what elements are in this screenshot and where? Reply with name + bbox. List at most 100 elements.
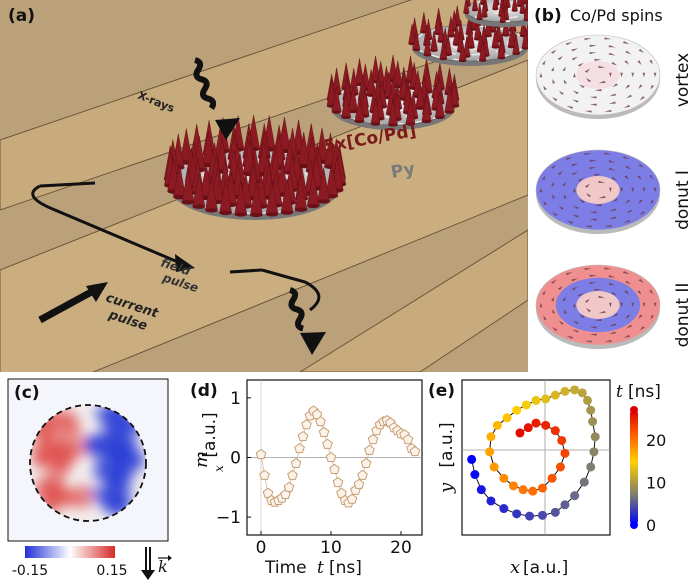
x-axis-var: x xyxy=(510,557,520,578)
y-tick-label: 0 xyxy=(230,449,241,469)
mx-data-point xyxy=(347,494,357,503)
trajectory-point xyxy=(499,504,508,513)
trajectory-point xyxy=(541,394,550,403)
mx-data-point xyxy=(284,482,294,491)
trajectory-point xyxy=(490,462,499,471)
donut-1-state xyxy=(536,150,660,234)
mx-data-point xyxy=(326,453,336,462)
cbar-unit: [ns] xyxy=(628,382,661,402)
trajectory-point xyxy=(538,484,547,493)
trajectory-point xyxy=(486,496,495,505)
trajectory-point xyxy=(556,462,565,471)
trajectory-point xyxy=(538,511,547,520)
mx-data-point xyxy=(295,444,305,453)
trajectory-point xyxy=(528,487,537,496)
trajectory-point xyxy=(470,470,479,479)
mx-data-point xyxy=(323,439,333,448)
trajectory-point xyxy=(583,396,592,405)
trajectory-point xyxy=(551,391,560,400)
cbar-var: t xyxy=(616,382,623,402)
spin-state-figures: vortex donut I donut II xyxy=(528,0,700,372)
vortex-state xyxy=(536,35,660,119)
x-axis-unit: [a.u.] xyxy=(523,558,568,578)
xmcd-image: -0.15 0.15 k xyxy=(0,375,185,582)
panel-c-xmcd-image: -0.15 0.15 k (c) xyxy=(0,375,185,582)
trajectory-point xyxy=(512,406,521,415)
mx-data-point xyxy=(368,435,378,444)
colorbar-max: 0.15 xyxy=(96,563,127,579)
trajectory-point xyxy=(503,413,512,422)
x-tick-label: 20 xyxy=(390,538,412,558)
mx-data-point xyxy=(288,470,298,479)
k-vector-label: k xyxy=(158,557,168,576)
y-tick-label: −1 xyxy=(216,508,241,528)
trajectory-point xyxy=(486,432,495,441)
trajectory-point xyxy=(586,462,595,471)
mx-data-point xyxy=(358,470,368,479)
y-axis-unit: [a.u.] xyxy=(437,422,457,467)
x-tick-label: 10 xyxy=(320,538,342,558)
trajectory-point xyxy=(557,436,566,445)
trajectory-point xyxy=(591,432,600,441)
panel-a-setup-illustration: X-rays 5x[Co/Pd] Py field pulse current … xyxy=(0,0,528,372)
donut-2-state xyxy=(536,265,660,349)
panel-e-trajectory-chart: 0 10 20 t [ns] x [a.u.] y [a.u.] (e) xyxy=(430,375,700,582)
trajectory-point xyxy=(541,421,550,430)
mx-data-point xyxy=(256,450,266,459)
mx-data-point xyxy=(319,427,329,436)
xray-beam-out xyxy=(281,289,312,330)
trajectory-point xyxy=(532,396,541,405)
trajectory-point xyxy=(525,512,534,521)
cbar-tick-label: 0 xyxy=(646,516,656,535)
trajectory-point xyxy=(532,419,541,428)
trajectory-chart: 0 10 20 t [ns] x [a.u.] y [a.u.] xyxy=(430,375,700,582)
x-axis-unit: [ns] xyxy=(329,558,362,578)
trajectory-point xyxy=(519,485,528,494)
y-axis-sub: x xyxy=(212,465,226,472)
cbar-tick-label: 10 xyxy=(646,473,666,492)
panel-c-label: (c) xyxy=(14,383,40,403)
material-label-py: Py xyxy=(389,159,416,183)
trajectory-point xyxy=(580,478,589,487)
middle-disk xyxy=(327,55,459,130)
trajectory-point xyxy=(467,455,476,464)
mx-data-point xyxy=(298,432,308,441)
trajectory-point xyxy=(477,485,486,494)
trajectory-point xyxy=(485,447,494,456)
trajectory-point xyxy=(560,449,569,458)
y-axis-var: y xyxy=(436,482,457,494)
state-label-donut-1: donut I xyxy=(673,170,693,230)
setup-illustration: X-rays 5x[Co/Pd] Py field pulse current … xyxy=(0,0,528,372)
y-axis-unit: [a.u.] xyxy=(200,412,220,457)
trajectory-point xyxy=(499,474,508,483)
mx-data-point xyxy=(354,479,364,488)
mx-data-point xyxy=(302,420,312,429)
trajectory-point xyxy=(570,385,579,394)
trajectory-point xyxy=(589,447,598,456)
panel-e-label: (e) xyxy=(428,381,455,401)
mx-data-point xyxy=(291,458,301,467)
trajectory-point xyxy=(524,423,533,432)
trajectory-point xyxy=(522,400,531,409)
trajectory-point xyxy=(509,481,518,490)
cbar-tick-label: 20 xyxy=(646,431,666,450)
x-tick-label: 0 xyxy=(256,538,267,558)
x-axis-label: Time xyxy=(264,558,307,578)
trajectory-point xyxy=(515,428,524,437)
colorbar-min: -0.15 xyxy=(12,563,48,579)
x-axis-var: t xyxy=(317,558,324,578)
trajectory-point xyxy=(586,406,595,415)
k-vector-arrow xyxy=(141,570,155,580)
trajectory-point xyxy=(551,508,560,517)
trajectory-point xyxy=(512,509,521,518)
mx-data-point xyxy=(330,464,340,473)
panel-a-label: (a) xyxy=(8,6,35,26)
mx-data-point xyxy=(361,458,371,467)
trajectory-point xyxy=(493,421,502,430)
mx-data-point xyxy=(365,445,375,454)
trajectory-point xyxy=(548,474,557,483)
panel-d-label: (d) xyxy=(190,381,218,401)
state-label-donut-2: donut II xyxy=(673,283,693,348)
